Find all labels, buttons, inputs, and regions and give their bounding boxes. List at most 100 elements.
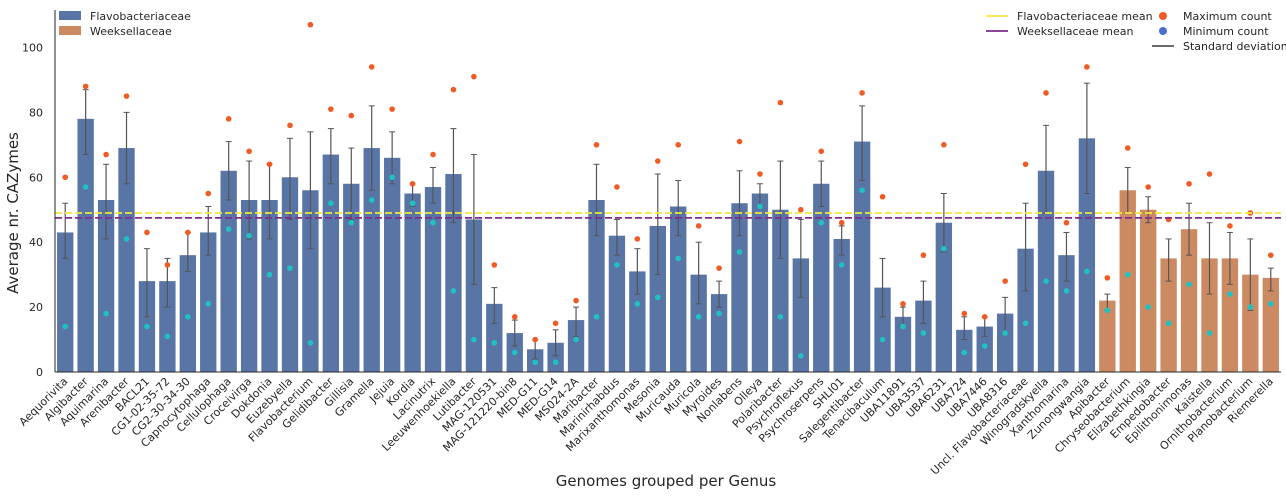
min-point: [1043, 278, 1049, 284]
max-point: [941, 142, 947, 148]
min-point: [1002, 330, 1008, 336]
min-point: [1227, 291, 1233, 297]
bar: [1160, 258, 1177, 372]
x-axis: AequorivitaAlgibacterAquimarinaArenibact…: [17, 371, 1281, 477]
min-point: [348, 219, 355, 226]
min-point: [757, 203, 763, 210]
max-point: [348, 112, 355, 119]
max-point: [593, 142, 600, 148]
min-point: [695, 314, 702, 320]
plot-area: [55, 21, 1281, 372]
max-point: [736, 138, 743, 145]
legend-item-label: Weeksellaceae mean: [1017, 25, 1134, 38]
y-axis-label: Average nr. CAZymes: [4, 132, 22, 294]
legend-item-label: Minimum count: [1183, 25, 1269, 38]
bar: [772, 209, 789, 372]
max-point: [900, 301, 906, 307]
max-point: [185, 229, 191, 236]
legend-item-label: Maximum count: [1183, 10, 1272, 23]
max-point: [1186, 180, 1192, 187]
max-point: [62, 174, 69, 181]
max-point: [287, 122, 293, 129]
min-point: [900, 323, 906, 330]
bar: [853, 141, 871, 372]
min-point: [246, 232, 252, 239]
min-point: [144, 323, 150, 330]
min-point: [981, 343, 988, 349]
bar: [404, 193, 421, 372]
legend-item-label: Weeksellaceae: [90, 25, 172, 38]
max-point: [757, 171, 763, 177]
bar: [894, 316, 912, 372]
bar: [935, 222, 953, 372]
max-point: [1063, 219, 1070, 226]
bar: [710, 294, 728, 372]
min-point: [368, 197, 375, 203]
min-point: [777, 314, 784, 320]
bar: [363, 148, 380, 372]
max-point: [573, 297, 579, 304]
bar: [97, 199, 115, 372]
min-point: [552, 359, 559, 366]
max-point: [144, 229, 150, 236]
bar: [159, 281, 176, 372]
max-point: [961, 310, 968, 317]
max-point: [675, 142, 682, 148]
bar: [567, 320, 585, 372]
bar: [57, 232, 74, 372]
min-point: [1206, 330, 1213, 336]
min-point: [62, 323, 69, 330]
min-point: [511, 349, 518, 356]
max-point: [82, 83, 89, 90]
min-point: [838, 262, 845, 268]
legend-item-swatch: [59, 26, 81, 35]
min-point: [471, 336, 477, 343]
bar: [1180, 229, 1198, 372]
max-point: [838, 219, 845, 226]
min-point: [123, 236, 130, 242]
bar: [1017, 248, 1034, 372]
min-point: [1267, 301, 1274, 307]
legend-item-swatch: [1159, 12, 1167, 20]
max-point: [328, 106, 334, 112]
max-point: [695, 223, 702, 229]
bar: [1099, 300, 1116, 372]
min-point: [1186, 281, 1192, 288]
max-point: [1084, 64, 1090, 70]
max-point: [798, 206, 804, 213]
max-point: [471, 73, 477, 80]
max-point: [225, 116, 232, 122]
max-point: [1002, 278, 1008, 284]
max-point: [634, 236, 641, 242]
max-point: [368, 64, 375, 70]
y-tick-label: 80: [29, 106, 43, 119]
legend-item-swatch: [1159, 27, 1167, 35]
bar: [322, 154, 340, 372]
min-point: [573, 336, 579, 343]
max-point: [430, 151, 436, 158]
min-point: [614, 262, 620, 268]
max-point: [716, 265, 722, 271]
bar: [1262, 277, 1279, 372]
bar: [261, 199, 278, 372]
min-point: [491, 339, 498, 346]
max-point: [1145, 184, 1151, 190]
bar: [1078, 138, 1096, 372]
bar: [588, 199, 605, 372]
bar: [731, 203, 748, 372]
bar: [608, 235, 626, 372]
min-point: [675, 255, 682, 262]
max-point: [205, 190, 212, 197]
legend-right: Flavobacteriaceae mean Weeksellaceae mean…: [986, 10, 1286, 53]
min-point: [103, 310, 109, 317]
max-point: [920, 252, 927, 258]
min-point: [1084, 268, 1090, 275]
max-point: [246, 148, 252, 155]
bar: [1058, 255, 1075, 372]
legend-item-label: Flavobacteriaceae: [90, 10, 191, 23]
min-point: [205, 301, 212, 307]
min-point: [307, 339, 314, 346]
min-point: [593, 314, 600, 320]
min-point: [1124, 271, 1131, 278]
